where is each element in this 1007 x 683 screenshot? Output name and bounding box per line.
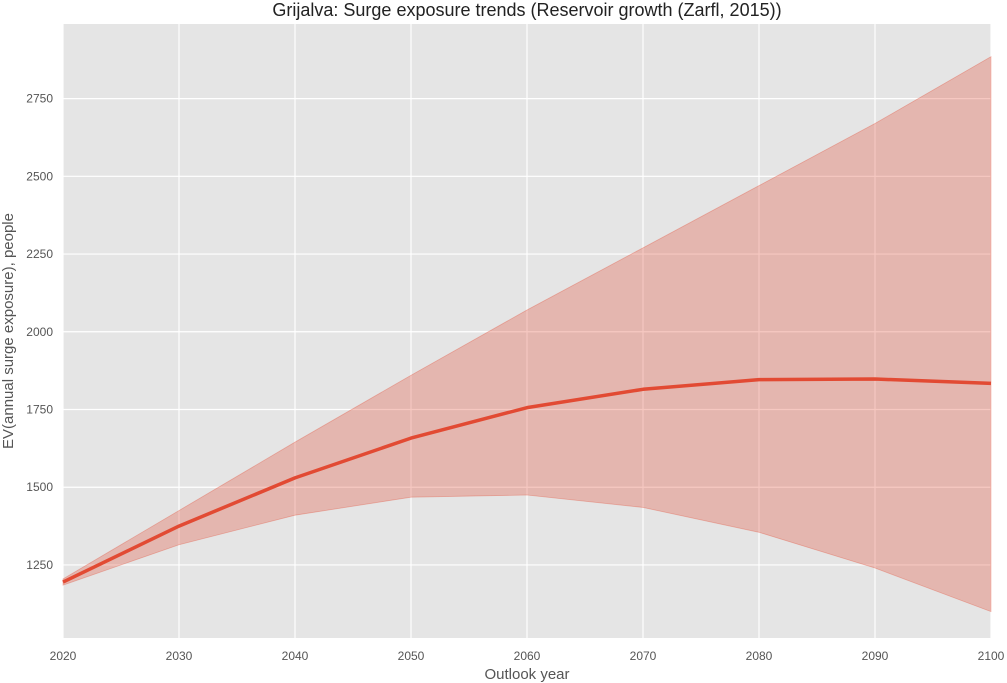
- data-point: [641, 387, 645, 391]
- data-layer: [61, 55, 993, 613]
- x-axis-label: Outlook year: [484, 666, 569, 683]
- x-tick-label: 2030: [166, 649, 193, 663]
- data-point: [989, 381, 993, 385]
- y-tick-label: 1250: [26, 558, 53, 572]
- y-tick-label: 1500: [26, 480, 53, 494]
- x-tick-label: 2070: [630, 649, 657, 663]
- y-tick-label: 2250: [26, 247, 53, 261]
- data-point: [525, 406, 529, 410]
- x-tick-label: 2060: [514, 649, 541, 663]
- data-point: [177, 524, 181, 528]
- x-tick-label: 2020: [50, 649, 77, 663]
- data-point: [293, 476, 297, 480]
- x-tick-label: 2040: [282, 649, 309, 663]
- y-tick-label: 2500: [26, 169, 53, 183]
- y-axis-label: EV(annual surge exposure), people: [0, 213, 17, 449]
- grid-lines: [62, 24, 992, 638]
- series-line: [62, 377, 992, 584]
- x-tick-label: 2080: [746, 649, 773, 663]
- x-tick-label: 2100: [978, 649, 1005, 663]
- data-point: [409, 436, 413, 440]
- y-tick-label: 2750: [26, 92, 53, 106]
- data-point: [61, 580, 65, 584]
- data-point: [873, 377, 877, 381]
- x-tick-label: 2090: [862, 649, 889, 663]
- tick-labels: 2020 2030 2040 2050 2060 2070 2080 2090 2100 1250…: [26, 92, 1004, 663]
- data-point: [757, 378, 761, 382]
- uncertainty-band: [62, 55, 992, 613]
- x-tick-label: 2050: [398, 649, 425, 663]
- y-tick-label: 2000: [26, 325, 53, 339]
- y-tick-label: 1750: [26, 402, 53, 416]
- chart-title: Grijalva: Surge exposure trends (Reservo…: [272, 0, 781, 20]
